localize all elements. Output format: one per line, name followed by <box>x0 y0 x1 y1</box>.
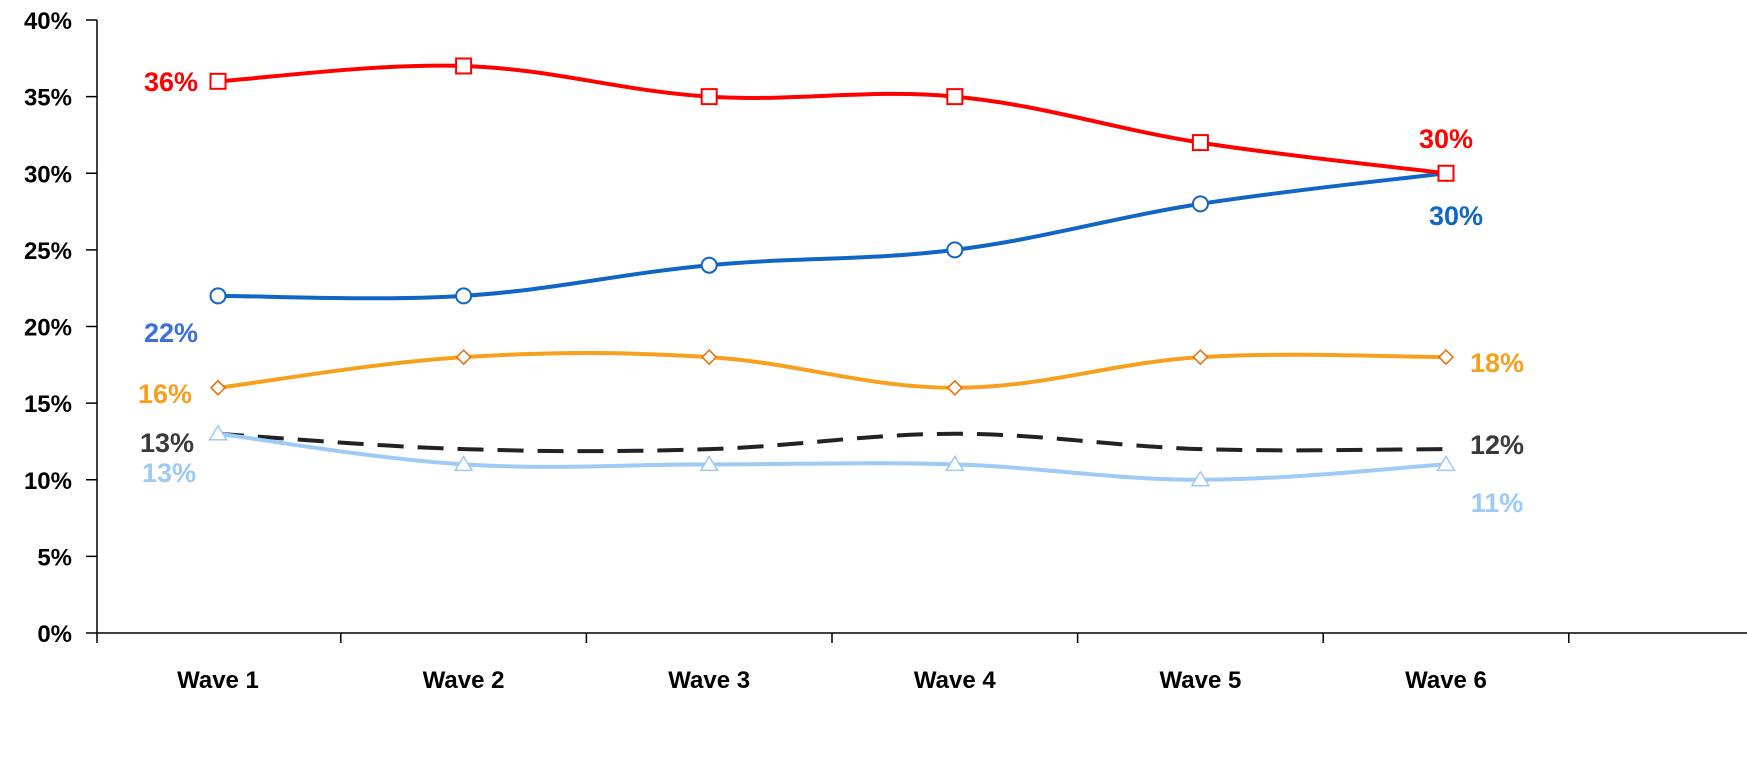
series-group <box>208 57 1456 487</box>
data-point-diamond <box>946 379 963 396</box>
y-tick-label: 35% <box>24 85 72 112</box>
data-label-start: 13% <box>140 428 194 458</box>
data-label-start: 22% <box>144 318 198 348</box>
y-tick-label: 30% <box>24 161 72 188</box>
y-tick-label: 15% <box>24 391 72 418</box>
series-circle-1 <box>209 164 1455 305</box>
data-point-triangle <box>453 454 474 472</box>
data-label-start: 13% <box>142 458 196 488</box>
y-tick-label: 10% <box>24 468 72 495</box>
x-category-label: Wave 6 <box>1405 667 1487 694</box>
data-label-end: 11% <box>1471 488 1524 518</box>
x-axis-ticks: Wave 1 Wave 2 Wave 3 Wave 4 Wave 5 Wave 6 <box>96 633 1570 694</box>
data-label-start: 16% <box>138 379 192 409</box>
data-point-diamond <box>209 379 227 396</box>
x-category-label: Wave 3 <box>668 667 750 694</box>
data-point-circle <box>455 287 473 305</box>
series-line <box>217 171 1447 301</box>
x-category-label: Wave 5 <box>1159 667 1241 694</box>
data-point-diamond <box>701 349 718 366</box>
series-line <box>217 63 1447 176</box>
data-labels-group: 36% 30% 22% 30% 16% 18% 13% 12% 13% 11% <box>138 67 1524 518</box>
data-label-start: 36% <box>144 67 198 97</box>
y-tick-label: 25% <box>24 238 72 265</box>
data-point-diamond <box>1192 349 1209 366</box>
series-square-0 <box>209 57 1455 182</box>
data-point-square <box>455 57 473 75</box>
data-point-square <box>700 88 718 106</box>
data-label-end: 12% <box>1470 430 1524 460</box>
data-point-triangle <box>208 424 228 441</box>
series-diamond-2 <box>209 349 1455 396</box>
data-point-triangle <box>699 454 720 472</box>
x-category-label: Wave 2 <box>423 667 505 694</box>
data-point-triangle <box>1190 470 1211 487</box>
data-point-diamond <box>455 349 472 366</box>
data-point-diamond <box>1437 349 1455 366</box>
data-label-end: 30% <box>1419 124 1473 154</box>
data-point-circle <box>209 287 227 305</box>
x-category-label: Wave 1 <box>177 667 259 694</box>
series-line <box>217 431 1447 482</box>
data-point-circle <box>700 256 718 274</box>
y-axis-ticks: 0% 5% 10% 15% 20% 25% 30% 35% 40% <box>24 8 97 648</box>
x-category-label: Wave 4 <box>914 667 996 694</box>
series-triangle-4 <box>208 424 1456 487</box>
y-tick-label: 5% <box>37 544 72 571</box>
data-point-circle <box>946 241 964 259</box>
series-none-3 <box>217 431 1447 454</box>
series-line <box>217 431 1447 454</box>
data-point-square <box>946 88 964 106</box>
data-point-square <box>209 72 227 90</box>
y-tick-label: 20% <box>24 315 72 342</box>
data-point-triangle <box>1436 454 1456 472</box>
data-point-triangle <box>944 454 965 472</box>
y-tick-label: 0% <box>37 621 72 648</box>
data-point-square <box>1191 134 1209 152</box>
data-label-end: 18% <box>1470 348 1524 378</box>
y-tick-label: 40% <box>24 8 72 35</box>
data-point-circle <box>1191 195 1209 213</box>
series-line <box>217 351 1447 390</box>
data-label-end: 30% <box>1429 201 1483 231</box>
data-point-square <box>1437 164 1455 182</box>
